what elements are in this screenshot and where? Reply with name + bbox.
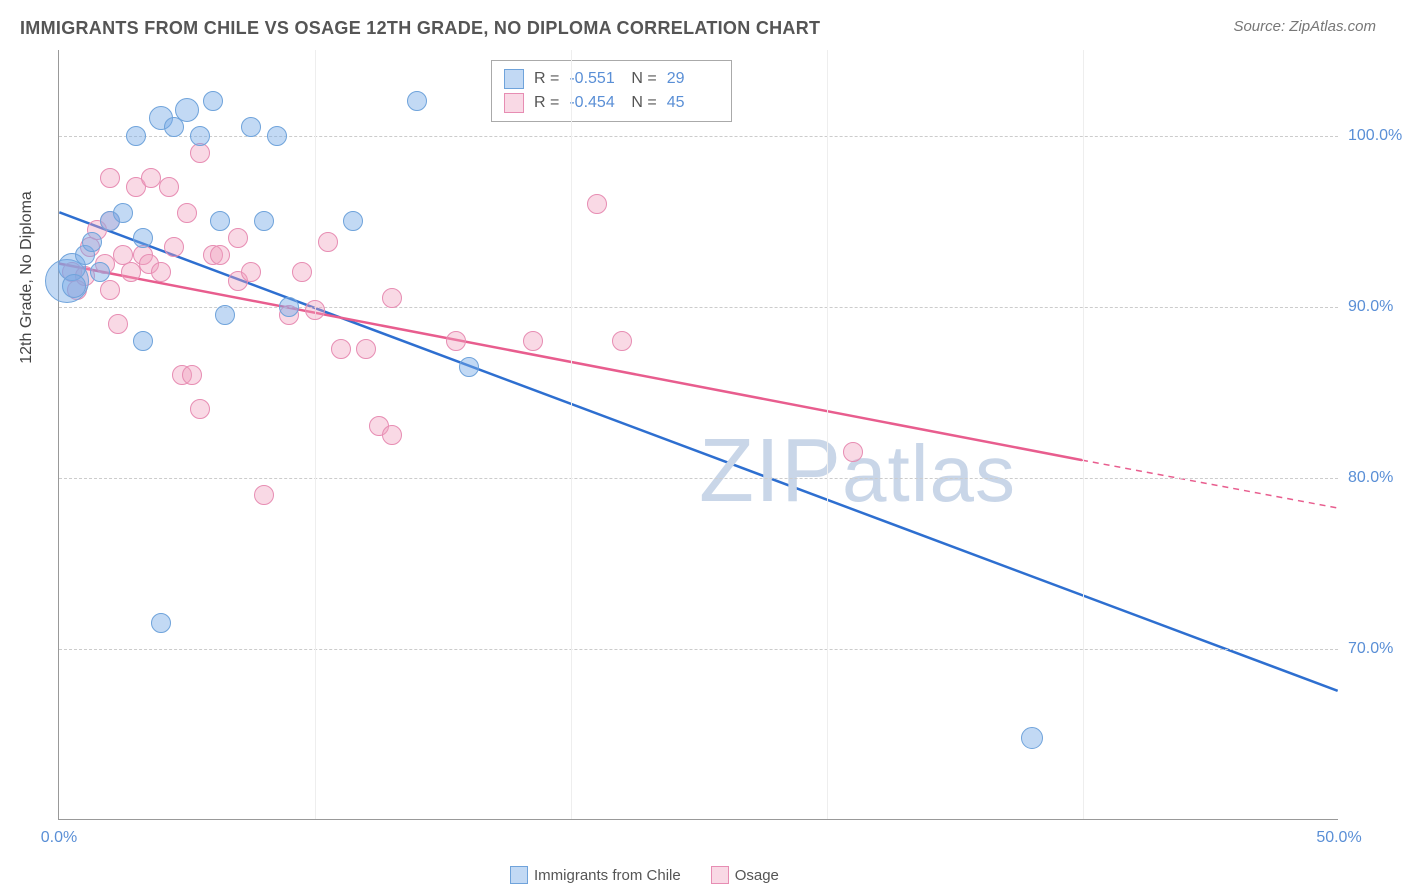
legend-item: Osage (711, 866, 779, 884)
data-point (121, 262, 141, 282)
data-point (407, 91, 427, 111)
data-point (331, 339, 351, 359)
data-point (133, 228, 153, 248)
gridline-v (827, 50, 828, 819)
data-point (523, 331, 543, 351)
legend-swatch (510, 866, 528, 884)
stat-label: N = (631, 70, 656, 88)
y-axis-label: 12th Grade, No Diploma (18, 191, 36, 364)
data-point (190, 143, 210, 163)
data-point (133, 331, 153, 351)
y-tick-label: 100.0% (1348, 127, 1406, 145)
data-point (210, 245, 230, 265)
x-tick-label: 50.0% (1316, 829, 1361, 847)
data-point (318, 232, 338, 252)
data-point (108, 314, 128, 334)
data-point (203, 91, 223, 111)
legend-swatch (504, 69, 524, 89)
stat-label: N = (631, 94, 656, 112)
stat-row: R = -0.551 N = 29 (504, 67, 719, 91)
data-point (126, 126, 146, 146)
data-point (82, 232, 102, 252)
chart-title: IMMIGRANTS FROM CHILE VS OSAGE 12TH GRAD… (20, 18, 820, 39)
stat-n-value: 45 (667, 94, 719, 112)
data-point (382, 288, 402, 308)
data-point (90, 262, 110, 282)
data-point (267, 126, 287, 146)
data-point (100, 280, 120, 300)
data-point (175, 98, 199, 122)
watermark: ZIPatlas (699, 420, 1016, 523)
plot-area: R =-0.551N =29R =-0.454N =45 ZIPatlas 70… (58, 50, 1338, 820)
data-point (305, 300, 325, 320)
data-point (254, 485, 274, 505)
gridline-h (59, 649, 1338, 650)
data-point (241, 117, 261, 137)
data-point (254, 211, 274, 231)
legend-bottom: Immigrants from Chile Osage (510, 866, 779, 884)
data-point (459, 357, 479, 377)
data-point (279, 297, 299, 317)
legend-swatch (504, 93, 524, 113)
data-point (210, 211, 230, 231)
data-point (62, 274, 86, 298)
data-point (612, 331, 632, 351)
data-point (159, 177, 179, 197)
legend-label: Immigrants from Chile (534, 867, 681, 884)
y-tick-label: 80.0% (1348, 469, 1406, 487)
data-point (151, 262, 171, 282)
data-point (113, 203, 133, 223)
correlation-stats-box: R = -0.551 N = 29 R = -0.454 N = 45 (491, 60, 732, 122)
data-point (182, 365, 202, 385)
chart-container: IMMIGRANTS FROM CHILE VS OSAGE 12TH GRAD… (0, 0, 1406, 892)
stat-n-value: 29 (667, 70, 719, 88)
data-point (151, 613, 171, 633)
legend-swatch (711, 866, 729, 884)
data-point (843, 442, 863, 462)
data-point (1021, 727, 1043, 749)
data-point (190, 399, 210, 419)
x-tick-label: 0.0% (41, 829, 77, 847)
stat-label: R = (534, 94, 559, 112)
y-tick-label: 90.0% (1348, 298, 1406, 316)
data-point (446, 331, 466, 351)
data-point (215, 305, 235, 325)
data-point (382, 425, 402, 445)
data-point (228, 228, 248, 248)
gridline-v (315, 50, 316, 819)
data-point (241, 262, 261, 282)
legend-item: Immigrants from Chile (510, 866, 681, 884)
data-point (356, 339, 376, 359)
data-point (343, 211, 363, 231)
data-point (587, 194, 607, 214)
gridline-h (59, 478, 1338, 479)
stat-row: R = -0.454 N = 45 (504, 91, 719, 115)
data-point (100, 168, 120, 188)
legend-label: Osage (735, 867, 779, 884)
source-label: Source: ZipAtlas.com (1233, 18, 1376, 35)
data-point (164, 237, 184, 257)
gridline-v (571, 50, 572, 819)
gridline-h (59, 307, 1338, 308)
stat-r-value: -0.551 (569, 70, 621, 88)
stat-r-value: -0.454 (569, 94, 621, 112)
y-tick-label: 70.0% (1348, 640, 1406, 658)
data-point (292, 262, 312, 282)
data-point (177, 203, 197, 223)
gridline-v (1083, 50, 1084, 819)
data-point (190, 126, 210, 146)
trend-lines (59, 50, 1338, 819)
stat-label: R = (534, 70, 559, 88)
